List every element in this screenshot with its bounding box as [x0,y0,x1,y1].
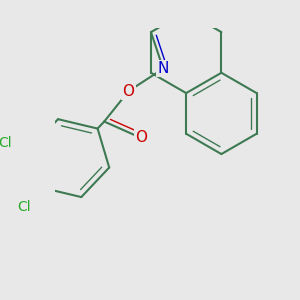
Text: O: O [123,84,135,99]
Text: Cl: Cl [17,200,31,214]
Text: N: N [158,61,169,76]
Text: O: O [135,130,147,145]
Text: Cl: Cl [0,136,12,150]
